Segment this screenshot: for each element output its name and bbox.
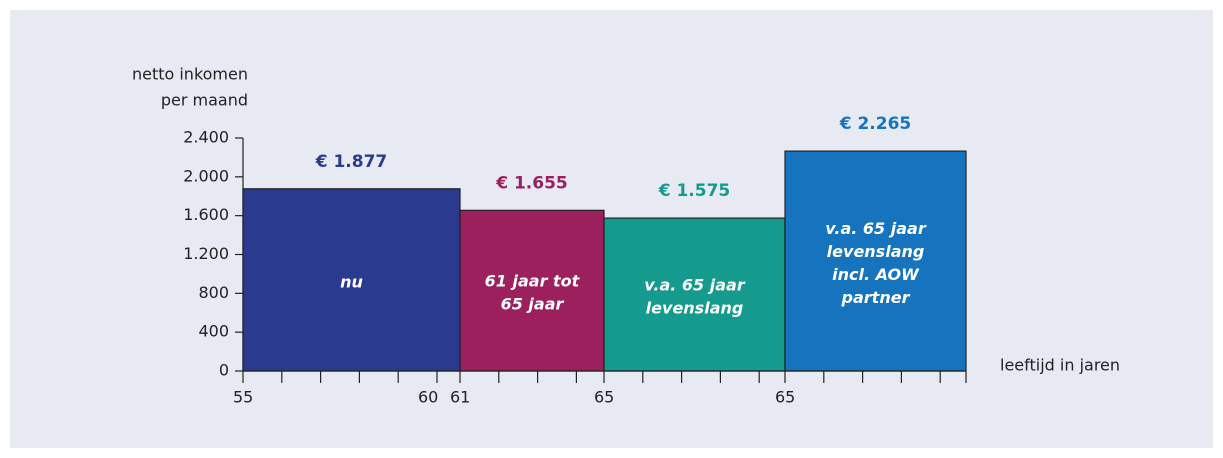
bar [784,150,967,372]
bar-label: 65 jaar [501,295,565,314]
bar-label: partner [841,288,911,307]
bar-label: nu [340,272,363,291]
bar-label: incl. AOW [832,265,920,284]
value-label: € 1.877 [315,152,388,172]
x-tick-label: 60 [418,388,438,407]
bar-label: 61 jaar tot [485,272,581,291]
bar-label: levenslang [646,299,744,318]
bar-label: v.a. 65 jaar [644,276,746,295]
bar-label: levenslang [827,242,925,261]
bar-label: v.a. 65 jaar [825,219,927,238]
bar [603,217,786,372]
y-axis-label: netto inkomen [132,65,248,84]
x-axis-label: leeftijd in jaren [1000,356,1120,375]
y-tick-label: 1.200 [183,244,229,263]
y-tick-label: 400 [198,322,229,341]
y-tick-label: 800 [198,283,229,302]
y-tick-label: 2.400 [183,128,229,147]
x-tick-label: 61 [450,388,470,407]
y-axis-label: per maand [161,91,248,110]
y-tick-label: 2.000 [183,166,229,185]
bar [242,188,461,372]
value-label: € 2.265 [839,114,912,134]
value-label: € 1.655 [495,173,568,193]
value-label: € 1.575 [658,181,731,201]
bar [459,209,605,372]
x-tick-label: 65 [594,388,614,407]
x-tick-label: 65 [775,388,795,407]
x-tick-label: 55 [233,388,253,407]
y-tick-label: 0 [219,361,229,380]
y-tick-label: 1.600 [183,205,229,224]
